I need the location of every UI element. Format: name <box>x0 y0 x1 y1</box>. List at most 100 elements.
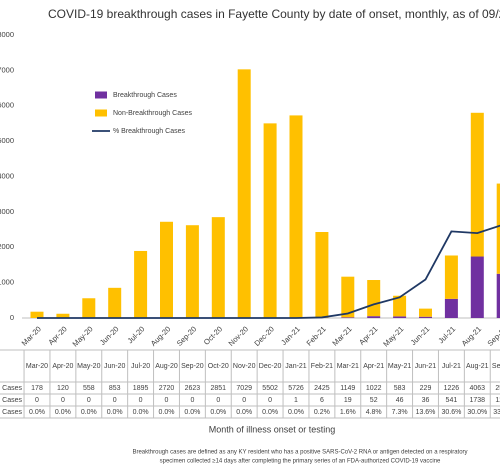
bar <box>393 295 407 317</box>
bar <box>263 123 277 318</box>
bar <box>341 317 355 318</box>
y-tick-label: 5000 <box>0 136 14 145</box>
table-category: Mar-20 <box>26 363 48 370</box>
table-cell: 2720 <box>159 385 175 392</box>
table-cell: 36 <box>422 397 430 404</box>
table-category: Apr-21 <box>363 363 384 370</box>
table-category: Oct-20 <box>208 363 229 370</box>
footnote: specimen collected ≥14 days after comple… <box>160 459 441 465</box>
table-cell: 6 <box>320 397 324 404</box>
table-cell: 0.0% <box>210 409 226 416</box>
table-cell: 0 <box>242 397 246 404</box>
bar <box>108 287 122 318</box>
bar <box>367 280 381 317</box>
table-cell: 0.0% <box>184 409 200 416</box>
x-tick-label: Feb-21 <box>305 324 328 347</box>
table-row-label: Non-Breakthrough Cases <box>0 385 22 392</box>
table-cell: 5502 <box>262 385 278 392</box>
y-tick-label: 4000 <box>0 171 14 180</box>
table-cell: 853 <box>109 385 121 392</box>
table-cell: 583 <box>394 385 406 392</box>
bar <box>367 316 381 318</box>
bar <box>56 313 70 318</box>
x-tick-label: Aug-20 <box>149 324 172 347</box>
x-tick-label: Dec-20 <box>252 324 275 347</box>
bar <box>82 298 96 318</box>
table-cell: 0.0% <box>107 409 123 416</box>
bar <box>237 69 251 319</box>
bar <box>341 276 355 318</box>
table-cell: 0 <box>35 397 39 404</box>
y-tick-label: 6000 <box>0 101 14 110</box>
bar <box>496 273 500 318</box>
table-cell: 52 <box>370 397 378 404</box>
bar <box>160 221 173 318</box>
bar <box>496 183 500 274</box>
x-tick-label: Mar-21 <box>330 324 353 347</box>
table-cell: 229 <box>420 385 432 392</box>
table-category: Nov-20 <box>233 363 256 370</box>
bar <box>315 232 329 318</box>
table-cell: 1895 <box>133 385 149 392</box>
bar <box>470 256 484 318</box>
legend-swatch <box>95 109 107 117</box>
bar <box>419 316 432 318</box>
legend-label: Non-Breakthrough Cases <box>113 110 192 117</box>
table-cell: 2550 <box>495 385 500 392</box>
x-tick-label: May-21 <box>381 324 405 348</box>
footnote: Breakthrough cases are defined as any KY… <box>132 450 467 456</box>
table-category: Sep-21 <box>492 363 500 370</box>
table-category: May-20 <box>77 363 100 370</box>
table-cell: 4063 <box>470 385 486 392</box>
table-cell: 0.0% <box>236 409 252 416</box>
bar <box>444 255 458 299</box>
table-cell: 0 <box>190 397 194 404</box>
bar <box>185 225 199 318</box>
table-cell: 5726 <box>288 385 304 392</box>
y-tick-label: 8000 <box>0 30 14 39</box>
x-tick-label: Jun-21 <box>409 324 432 347</box>
table-category: Jun-20 <box>104 363 126 370</box>
table-cell: 0.0% <box>55 409 71 416</box>
x-tick-label: Oct-20 <box>202 324 224 346</box>
table-cell: 0 <box>165 397 169 404</box>
table-cell: 0 <box>216 397 220 404</box>
table-cell: 1022 <box>366 385 382 392</box>
table-cell: 0 <box>268 397 272 404</box>
y-tick-label: 1000 <box>0 278 14 287</box>
table-category: Mar-21 <box>337 363 359 370</box>
table-cell: 19 <box>344 397 352 404</box>
table-cell: 2851 <box>211 385 227 392</box>
bar <box>444 298 458 318</box>
table-cell: 33.0% <box>493 409 500 416</box>
x-axis-title: Month of illness onset or testing <box>209 424 336 434</box>
table-cell: 0.0% <box>288 409 304 416</box>
bar <box>30 311 44 318</box>
y-tick-label: 2000 <box>0 242 14 251</box>
bar <box>470 112 484 257</box>
table-category: Apr-20 <box>52 363 73 370</box>
table-row-label: % Breakthrough Cases <box>0 409 22 416</box>
table-category: Jul-21 <box>442 363 461 370</box>
chart-title: COVID-19 breakthrough cases in Fayette C… <box>48 7 500 21</box>
table-cell: 0 <box>139 397 143 404</box>
x-tick-label: Sep-21 <box>486 324 500 347</box>
bar <box>419 308 432 317</box>
table-cell: 0.0% <box>133 409 149 416</box>
x-tick-label: Nov-20 <box>227 324 250 347</box>
table-cell: 13.6% <box>416 409 436 416</box>
x-tick-label: Apr-20 <box>46 324 68 346</box>
table-cell: 0.0% <box>81 409 97 416</box>
table-category: Jul-20 <box>131 363 150 370</box>
table-category: Feb-21 <box>311 363 333 370</box>
table-cell: 1.6% <box>340 409 356 416</box>
bar <box>211 217 225 318</box>
x-tick-label: May-20 <box>71 324 95 348</box>
x-tick-label: Jun-20 <box>98 324 121 347</box>
x-tick-label: Jul-21 <box>436 324 457 345</box>
table-cell: 30.6% <box>441 409 461 416</box>
table-cell: 0 <box>87 397 91 404</box>
legend-label: Breakthrough Cases <box>113 92 177 99</box>
table-row-label: Breakthrough Cases <box>0 397 22 404</box>
